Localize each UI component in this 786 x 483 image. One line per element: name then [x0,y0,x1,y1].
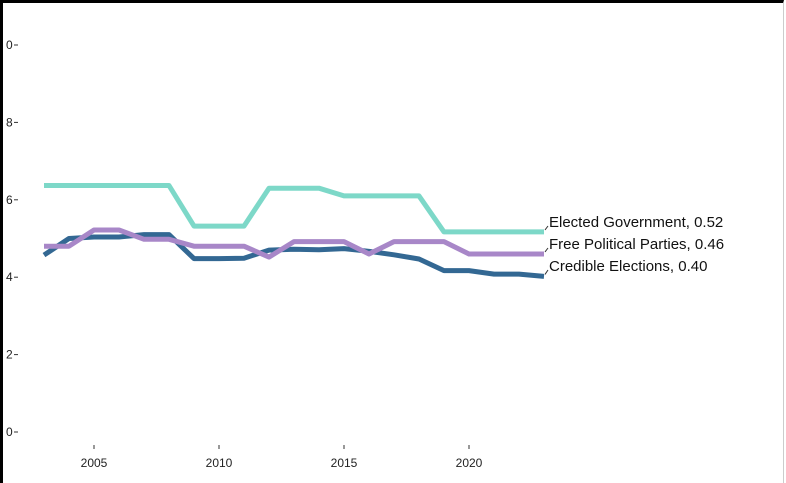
series-end-labels: Elected Government, 0.52 Free Political P… [544,214,724,275]
y-tick-label: 2 [6,348,13,362]
series-line-elected-government [44,183,544,235]
series-line-credible-elections [42,232,545,279]
y-tick-label: 0 [6,425,13,439]
end-label-leader [544,225,549,231]
y-tick-label: 4 [6,270,13,284]
x-axis: 2005 2010 2015 2020 [81,445,483,470]
y-axis: 0 2 4 6 8 0 [6,38,18,439]
series-end-label: Free Political Parties, 0.46 [549,236,724,253]
x-tick-label: 2020 [456,456,483,470]
x-tick-label: 2010 [206,456,233,470]
end-label-leader [544,269,549,275]
series-end-label: Elected Government, 0.52 [549,214,723,231]
y-tick-label: 6 [6,193,13,207]
series-lines [42,183,545,279]
x-tick-label: 2015 [331,456,358,470]
series-line-free-political-parties [44,227,544,260]
series-end-label: Credible Elections, 0.40 [549,258,707,275]
end-label-leader [544,247,549,253]
x-tick-label: 2005 [81,456,108,470]
y-tick-label: 8 [6,115,13,129]
y-tick-label: 0 [6,38,13,52]
